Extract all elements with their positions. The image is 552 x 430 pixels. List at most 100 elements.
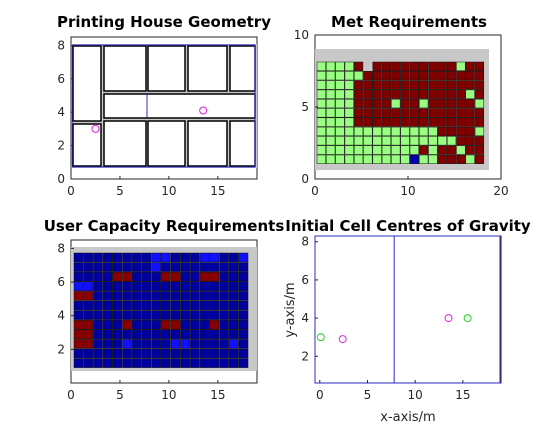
capacity-cell [219, 300, 229, 311]
capacity-cell [161, 252, 171, 263]
met-cell [326, 80, 336, 90]
capacity-cell [219, 271, 229, 282]
capacity-cell [219, 329, 229, 340]
capacity-yticks: 2 4 6 8 [57, 241, 74, 356]
met-cell [391, 108, 401, 118]
capacity-cell [73, 281, 84, 292]
capacity-cell [170, 339, 181, 349]
capacity-cell [190, 281, 200, 292]
capacity-cell [93, 300, 103, 311]
capacity-cell [141, 329, 152, 340]
met-cell [465, 154, 475, 164]
capacity-cell [122, 252, 132, 263]
capacity-cell [161, 281, 171, 292]
capacity-cell [180, 262, 191, 272]
capacity-cell [219, 281, 229, 292]
capacity-cell [161, 310, 171, 320]
capacity-cell [199, 348, 210, 359]
capacity-cell [161, 358, 171, 368]
met-cell [465, 98, 475, 109]
met-cell [446, 126, 457, 137]
capacity-cell [161, 339, 171, 349]
capacity-cell [238, 281, 249, 292]
met-cell [465, 145, 475, 155]
met-cell [391, 71, 401, 81]
met-cell [326, 98, 336, 109]
cog-point [463, 314, 472, 323]
met-cell [474, 89, 485, 99]
capacity-cell [102, 358, 113, 368]
capacity-cell [73, 319, 84, 330]
capacity-cell [151, 300, 161, 311]
capacity-cell [161, 319, 171, 330]
cog-ytick-label: 2 [301, 349, 309, 363]
capacity-cell [219, 348, 229, 359]
met-cell [316, 126, 326, 137]
met-cell [363, 89, 373, 99]
capacity-cell [219, 339, 229, 349]
met-cell [391, 154, 401, 164]
cog-title: Initial Cell Centres of Gravity [285, 217, 531, 235]
met-cell [372, 61, 382, 71]
capacity-cell [219, 319, 229, 330]
met-cell [437, 89, 447, 99]
met-cell [344, 89, 354, 99]
met-cell [391, 98, 401, 109]
capacity-cell [83, 300, 94, 311]
capacity-cell [219, 262, 229, 272]
capacity-cell [73, 291, 84, 301]
capacity-ytick-label: 6 [57, 275, 65, 289]
met-cell [474, 108, 485, 118]
capacity-cell [102, 271, 113, 282]
met-cell [419, 108, 429, 118]
capacity-cell [238, 252, 249, 263]
capacity-cell [112, 271, 123, 282]
met-cell [456, 80, 466, 90]
capacity-cell [83, 339, 94, 349]
capacity-cell [219, 358, 229, 368]
met-cell [465, 80, 475, 90]
met-cell [474, 145, 485, 155]
capacity-xtick-label: 10 [161, 388, 176, 402]
met-yticks: 0 5 10 [294, 28, 318, 186]
met-cell [437, 80, 447, 90]
met-cell [456, 89, 466, 99]
capacity-cell [190, 271, 200, 282]
capacity-cell [209, 310, 220, 320]
capacity-cell [131, 339, 142, 349]
met-cell [400, 108, 410, 118]
met-cell [353, 145, 364, 155]
capacity-cell [238, 310, 249, 320]
capacity-cell [131, 319, 142, 330]
met-cell [456, 61, 466, 71]
met-cell [419, 154, 429, 164]
capacity-cell [238, 262, 249, 272]
met-cell [353, 80, 364, 90]
room [72, 123, 102, 167]
capacity-cell [83, 348, 94, 359]
cog-yticks: 2 4 6 8 [301, 235, 318, 363]
met-cell [409, 136, 419, 146]
met-cell [326, 145, 336, 155]
met-cell [419, 61, 429, 71]
capacity-cell [228, 329, 239, 340]
capacity-cell [112, 262, 123, 272]
capacity-cell [238, 329, 249, 340]
capacity-cell [141, 271, 152, 282]
met-cell [353, 98, 364, 109]
panel-geometry: Printing House Geometry 0 5 10 15 0 2 4 6 8 [57, 13, 271, 198]
capacity-cell [122, 300, 132, 311]
capacity-cell [228, 310, 239, 320]
capacity-cell [238, 348, 249, 359]
met-cell [456, 145, 466, 155]
capacity-xtick-label: 0 [67, 388, 75, 402]
capacity-cell [112, 348, 123, 359]
met-cells [316, 61, 485, 164]
geometry-xtick-label: 5 [116, 184, 124, 198]
capacity-cell [238, 358, 249, 368]
capacity-cell [151, 310, 161, 320]
met-cell [465, 89, 475, 99]
met-cell [428, 108, 438, 118]
capacity-cell [199, 310, 210, 320]
met-cell [391, 61, 401, 71]
